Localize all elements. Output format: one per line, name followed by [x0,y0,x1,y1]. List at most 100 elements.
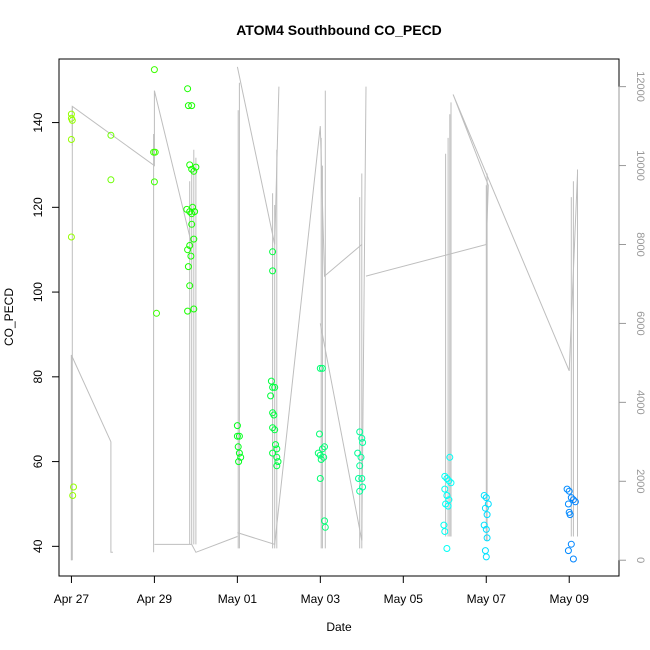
secondary-line-4 [237,126,363,546]
data-point-32 [186,282,194,290]
data-point-90 [440,521,448,529]
data-point-79 [356,487,364,495]
data-point-6 [69,492,77,499]
y2-tick-label-0: 0 [634,557,646,563]
data-point-66 [317,456,325,463]
data-point-52 [272,441,279,449]
data-point-58 [316,364,324,372]
data-point-29 [184,246,192,254]
data-point-106 [569,496,577,504]
data-point-91 [441,528,449,535]
y-tick-label-0: 40 [31,539,45,553]
data-point-18 [188,165,196,173]
data-point-89 [446,453,454,461]
y-tick-label-1: 60 [31,455,45,469]
data-point-50 [269,424,277,432]
data-point-100 [483,534,491,542]
y-tick-label-2: 80 [31,370,45,384]
data-point-40 [237,453,245,461]
data-point-47 [267,392,275,400]
data-point-8 [107,176,115,184]
data-point-3 [67,136,75,143]
data-point-76 [355,475,362,482]
data-point-93 [480,492,488,499]
secondary-line-2 [154,536,238,553]
data-point-15 [184,102,192,110]
chart-title: ATOM4 Southbound CO_PECD [236,22,442,38]
data-point-28 [186,242,194,249]
plot-frame [58,58,620,577]
y-tick-label-3: 100 [31,282,45,302]
data-point-7 [107,131,115,139]
data-point-44 [267,377,275,385]
x-tick-label-3: May 03 [301,592,341,606]
data-point-46 [271,383,279,391]
data-point-4 [67,233,75,241]
y-tick-label-4: 120 [31,197,45,217]
y2-tick-label-5: 10000 [634,150,646,181]
y-axis-label: CO_PECD [2,288,16,346]
data-point-9 [150,66,158,74]
x-tick-label-4: May 05 [384,592,424,606]
data-point-63 [314,449,322,457]
data-point-31 [184,263,192,271]
data-point-61 [321,443,328,451]
data-point-14 [184,85,192,93]
data-point-110 [566,511,574,519]
data-point-94 [482,494,490,502]
data-point-36 [233,432,241,440]
secondary-line-6 [365,94,578,371]
y-tick-label-5: 140 [31,112,45,132]
data-point-88 [444,502,452,510]
data-point-45 [269,383,277,391]
x-tick-label-6: May 09 [550,592,590,606]
data-point-27 [190,235,198,243]
x-tick-label-0: Apr 27 [54,592,90,606]
data-point-30 [187,252,195,260]
data-point-26 [188,220,196,228]
data-point-80 [441,472,449,480]
data-point-19 [190,167,198,175]
data-point-102 [482,553,490,561]
data-point-20 [192,163,200,171]
data-point-81 [443,475,451,482]
data-point-105 [567,494,575,502]
secondary-line-0 [70,354,113,561]
data-point-92 [443,545,451,552]
data-point-56 [274,458,282,466]
secondary-line-5 [319,86,367,541]
data-point-5 [70,483,77,491]
data-point-16 [188,102,196,110]
data-point-107 [571,498,579,506]
data-point-72 [359,439,367,446]
data-point-112 [564,547,572,555]
data-point-98 [480,521,488,529]
data-point-71 [358,434,366,442]
data-point-33 [184,307,192,315]
data-point-60 [316,430,323,438]
data-point-74 [357,453,365,461]
data-point-103 [563,485,571,493]
data-point-11 [151,148,159,156]
x-tick-label-1: Apr 29 [137,592,173,606]
data-point-41 [235,458,243,466]
data-point-25 [191,208,199,216]
data-point-49 [270,411,278,419]
data-point-42 [269,248,277,256]
x-tick-label-2: May 01 [218,592,258,606]
x-tick-label-5: May 07 [467,592,507,606]
data-point-97 [483,511,491,519]
data-point-67 [316,475,324,482]
data-point-101 [481,547,489,555]
data-point-99 [482,525,490,533]
secondary-line-1 [71,90,193,245]
data-point-75 [356,462,364,470]
x-axis-label: Date [326,620,352,634]
data-point-35 [233,422,241,430]
data-point-62 [318,445,326,453]
data-point-37 [235,432,243,440]
data-point-77 [358,475,366,482]
y2-tick-label-3: 6000 [634,311,646,335]
data-point-104 [565,487,573,495]
secondary-series-layer [70,66,578,561]
